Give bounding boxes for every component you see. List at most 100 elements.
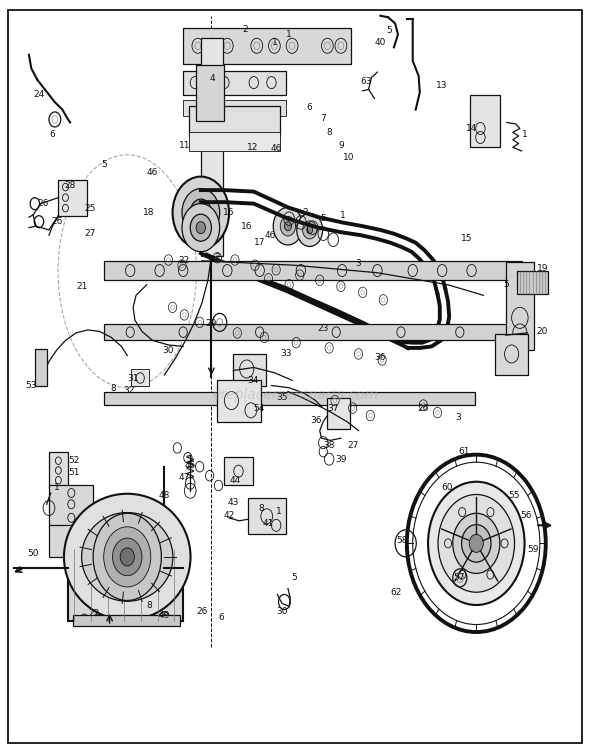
Text: 38: 38 — [323, 441, 335, 450]
Text: 6: 6 — [50, 130, 55, 139]
Circle shape — [113, 538, 142, 576]
Bar — [517, 271, 548, 294]
Text: 29: 29 — [206, 319, 217, 328]
Circle shape — [172, 176, 229, 248]
Text: 40: 40 — [375, 38, 386, 47]
Text: 10: 10 — [343, 153, 355, 162]
Bar — [495, 334, 527, 375]
Text: 36: 36 — [375, 353, 386, 362]
Bar — [327, 398, 350, 429]
Text: 17: 17 — [254, 238, 266, 247]
Text: 61: 61 — [459, 447, 470, 456]
Text: 50: 50 — [27, 549, 39, 558]
Text: 44: 44 — [230, 476, 241, 485]
Text: 24: 24 — [33, 90, 45, 99]
Text: 14: 14 — [466, 124, 477, 133]
Bar — [248, 498, 286, 535]
Text: 1: 1 — [54, 483, 60, 492]
Text: 16: 16 — [224, 208, 235, 217]
Circle shape — [284, 221, 291, 230]
Text: 8: 8 — [146, 601, 152, 610]
Bar — [49, 452, 68, 488]
Text: 22: 22 — [88, 608, 99, 617]
Text: 19: 19 — [536, 264, 548, 273]
Text: 8: 8 — [111, 384, 117, 393]
Text: 5: 5 — [386, 26, 392, 35]
Text: 51: 51 — [68, 468, 80, 477]
Text: 42: 42 — [224, 511, 235, 520]
Bar — [49, 526, 76, 557]
Text: 54: 54 — [253, 404, 264, 413]
Bar — [35, 349, 47, 386]
Circle shape — [182, 188, 219, 236]
Bar — [233, 354, 266, 386]
Text: 5: 5 — [101, 160, 107, 169]
Text: 2: 2 — [242, 25, 248, 34]
Text: 58: 58 — [396, 536, 408, 545]
Bar — [183, 28, 351, 64]
Circle shape — [190, 214, 211, 241]
Text: 36: 36 — [310, 416, 322, 425]
Text: 11: 11 — [179, 141, 190, 150]
Text: 22: 22 — [179, 256, 190, 265]
Bar — [470, 95, 500, 148]
Circle shape — [428, 482, 525, 605]
Bar — [189, 133, 280, 151]
Text: 5: 5 — [291, 574, 297, 582]
Text: 16: 16 — [241, 221, 253, 230]
Circle shape — [297, 213, 323, 246]
Circle shape — [453, 514, 500, 574]
Circle shape — [469, 535, 483, 553]
Text: 3: 3 — [455, 413, 461, 422]
Circle shape — [280, 216, 296, 236]
Bar — [104, 392, 474, 405]
Text: 63: 63 — [360, 78, 371, 87]
Text: 26: 26 — [51, 217, 63, 226]
Text: 45: 45 — [185, 461, 196, 470]
Text: 52: 52 — [68, 456, 80, 465]
Text: 9: 9 — [338, 141, 344, 150]
Text: 4: 4 — [210, 75, 215, 84]
Text: 46: 46 — [270, 145, 282, 154]
Text: 30: 30 — [276, 606, 288, 615]
Text: 55: 55 — [508, 491, 520, 500]
Text: 30: 30 — [163, 346, 174, 355]
Text: 34: 34 — [247, 376, 258, 385]
Text: 6: 6 — [307, 103, 313, 112]
Ellipse shape — [64, 494, 191, 620]
Text: 6: 6 — [218, 612, 224, 621]
Bar — [49, 486, 93, 527]
Circle shape — [461, 525, 491, 562]
Text: 26: 26 — [196, 606, 208, 615]
Bar — [68, 550, 183, 620]
Text: 37: 37 — [327, 404, 339, 413]
Ellipse shape — [81, 513, 173, 601]
Text: 12: 12 — [247, 143, 258, 152]
Text: 21: 21 — [76, 282, 87, 291]
Bar — [183, 100, 286, 117]
Bar — [104, 324, 522, 340]
Bar — [132, 369, 149, 386]
Text: 18: 18 — [143, 208, 155, 217]
Text: 46: 46 — [147, 168, 158, 176]
Text: 25: 25 — [84, 203, 96, 212]
Circle shape — [190, 199, 211, 226]
Bar — [73, 614, 179, 626]
Bar — [201, 38, 223, 256]
Circle shape — [104, 527, 151, 587]
Text: 1: 1 — [286, 30, 292, 39]
Text: 62: 62 — [391, 588, 402, 597]
Text: 48: 48 — [159, 491, 170, 500]
Text: 32: 32 — [123, 386, 135, 395]
Text: 1: 1 — [271, 38, 277, 47]
Text: 43: 43 — [228, 498, 239, 508]
Circle shape — [196, 206, 205, 218]
Circle shape — [120, 548, 135, 566]
Circle shape — [307, 226, 313, 233]
Text: 56: 56 — [520, 511, 532, 520]
Text: 8: 8 — [326, 128, 332, 137]
Text: 13: 13 — [437, 81, 448, 90]
Bar — [189, 106, 280, 136]
Text: 20: 20 — [536, 327, 548, 336]
Circle shape — [438, 495, 514, 592]
